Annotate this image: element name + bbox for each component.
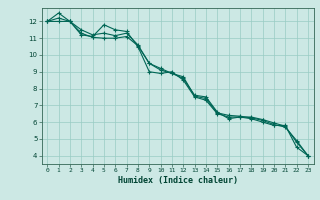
X-axis label: Humidex (Indice chaleur): Humidex (Indice chaleur) (118, 176, 237, 185)
